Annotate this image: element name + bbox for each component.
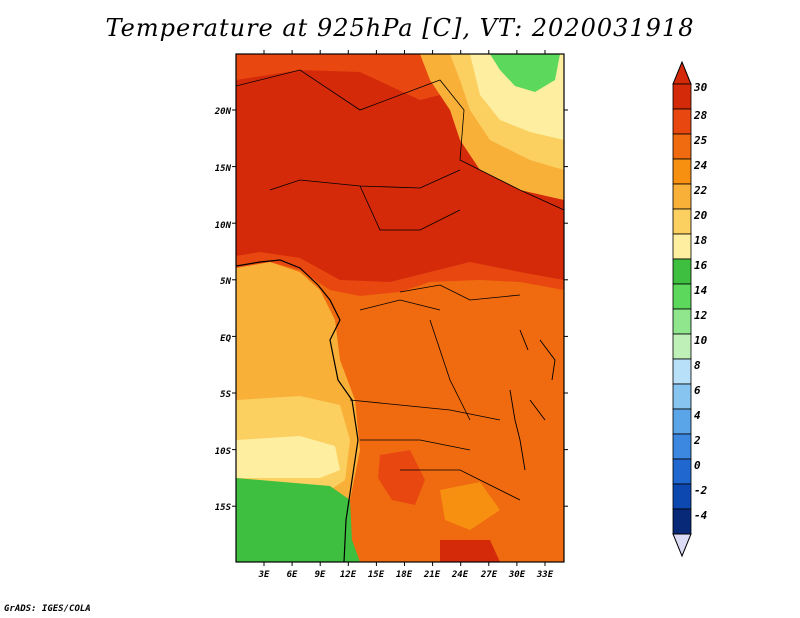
credit-footer: GrADS: IGES/COLA: [4, 604, 91, 614]
colorbar-box: [672, 333, 692, 360]
y-tick-label: 20N: [214, 107, 232, 117]
temperature-field: [236, 54, 564, 562]
y-tick-label: 15S: [215, 503, 232, 513]
colorbar-label: 10: [694, 334, 708, 347]
x-tick-label: 24E: [451, 570, 469, 580]
colorbar-box: [672, 258, 692, 285]
lake-outlines: [509, 329, 556, 471]
field-30-north: [236, 70, 564, 282]
colorbar-box: [672, 233, 692, 260]
colorbar-box: [672, 433, 692, 460]
x-tick-label: 6E: [287, 570, 298, 580]
colorbar-label: 18: [694, 234, 708, 247]
x-tick-label: 21E: [423, 570, 441, 580]
field-16-ne: [490, 54, 560, 92]
colorbar-box: [672, 133, 692, 160]
colorbar-label: 30: [693, 81, 708, 94]
colorbar-bottom-arrow: [672, 533, 692, 558]
colorbar-box: [672, 483, 692, 510]
border-north: [236, 69, 564, 211]
colorbar-box: [672, 108, 692, 135]
x-tick-label: 30E: [508, 570, 526, 580]
colorbar-label: 4: [694, 409, 701, 422]
colorbar-box: [672, 183, 692, 210]
colorbar-label: 22: [693, 184, 708, 197]
colorbar-box: [672, 283, 692, 310]
colorbar-label: 0: [694, 459, 701, 472]
colorbar-box: [672, 308, 692, 335]
field-28-south: [378, 450, 425, 505]
colorbar-label: 2: [693, 434, 701, 447]
colorbar-box: [672, 458, 692, 485]
x-tick-label: 27E: [480, 570, 498, 580]
y-tick-label: 5S: [220, 390, 231, 400]
colorbar-box: [672, 158, 692, 185]
colorbar-label: -2: [694, 484, 708, 497]
chart-title: Temperature at 925hPa [C], VT: 202003191…: [105, 14, 695, 42]
colorbar-label: 28: [693, 109, 708, 122]
colorbar-label: 16: [694, 259, 708, 272]
x-tick-label: 15E: [368, 570, 385, 580]
x-tick-label: 9E: [315, 570, 326, 580]
y-tick-label: 10N: [215, 221, 232, 231]
y-tick-label: 15N: [215, 164, 232, 174]
colorbar-label: 25: [693, 134, 708, 147]
field-18-atlantic: [236, 436, 340, 478]
colorbar-box: [672, 383, 692, 410]
colorbar-top-arrow: [672, 60, 692, 85]
country-borders: [269, 169, 521, 501]
colorbar-box: [672, 83, 692, 110]
colorbar-label: -4: [694, 509, 708, 522]
colorbar-label: 8: [694, 359, 701, 372]
colorbar-box: [672, 408, 692, 435]
field-24-south: [440, 482, 500, 530]
colorbar-label: 6: [694, 384, 701, 397]
colorbar-label: 24: [693, 159, 708, 172]
coastline-west: [236, 259, 359, 562]
x-tick-label: 33E: [536, 570, 554, 580]
y-tick-label: 5N: [220, 277, 231, 287]
colorbar-boxes: [672, 83, 692, 535]
colorbar-label: 14: [694, 284, 708, 297]
x-tick-label: 18E: [396, 570, 413, 580]
field-16-atlantic: [236, 478, 360, 562]
colorbar-box: [672, 358, 692, 385]
y-tick-label: EQ: [220, 334, 231, 344]
colorbar-box: [672, 508, 692, 535]
axis-ticks: [232, 50, 568, 566]
x-tick-label: 12E: [340, 570, 357, 580]
colorbar-label: 12: [694, 309, 708, 322]
y-tick-label: 10S: [215, 447, 232, 457]
colorbar-box: [672, 208, 692, 235]
colorbar: 30 28 25 24 22 20 18 16 14 12 10 8 6 4 2…: [672, 60, 708, 558]
map-frame: [235, 53, 565, 563]
field-30-south: [440, 540, 500, 562]
colorbar-label: 20: [693, 209, 708, 222]
x-tick-label: 3E: [258, 570, 270, 580]
